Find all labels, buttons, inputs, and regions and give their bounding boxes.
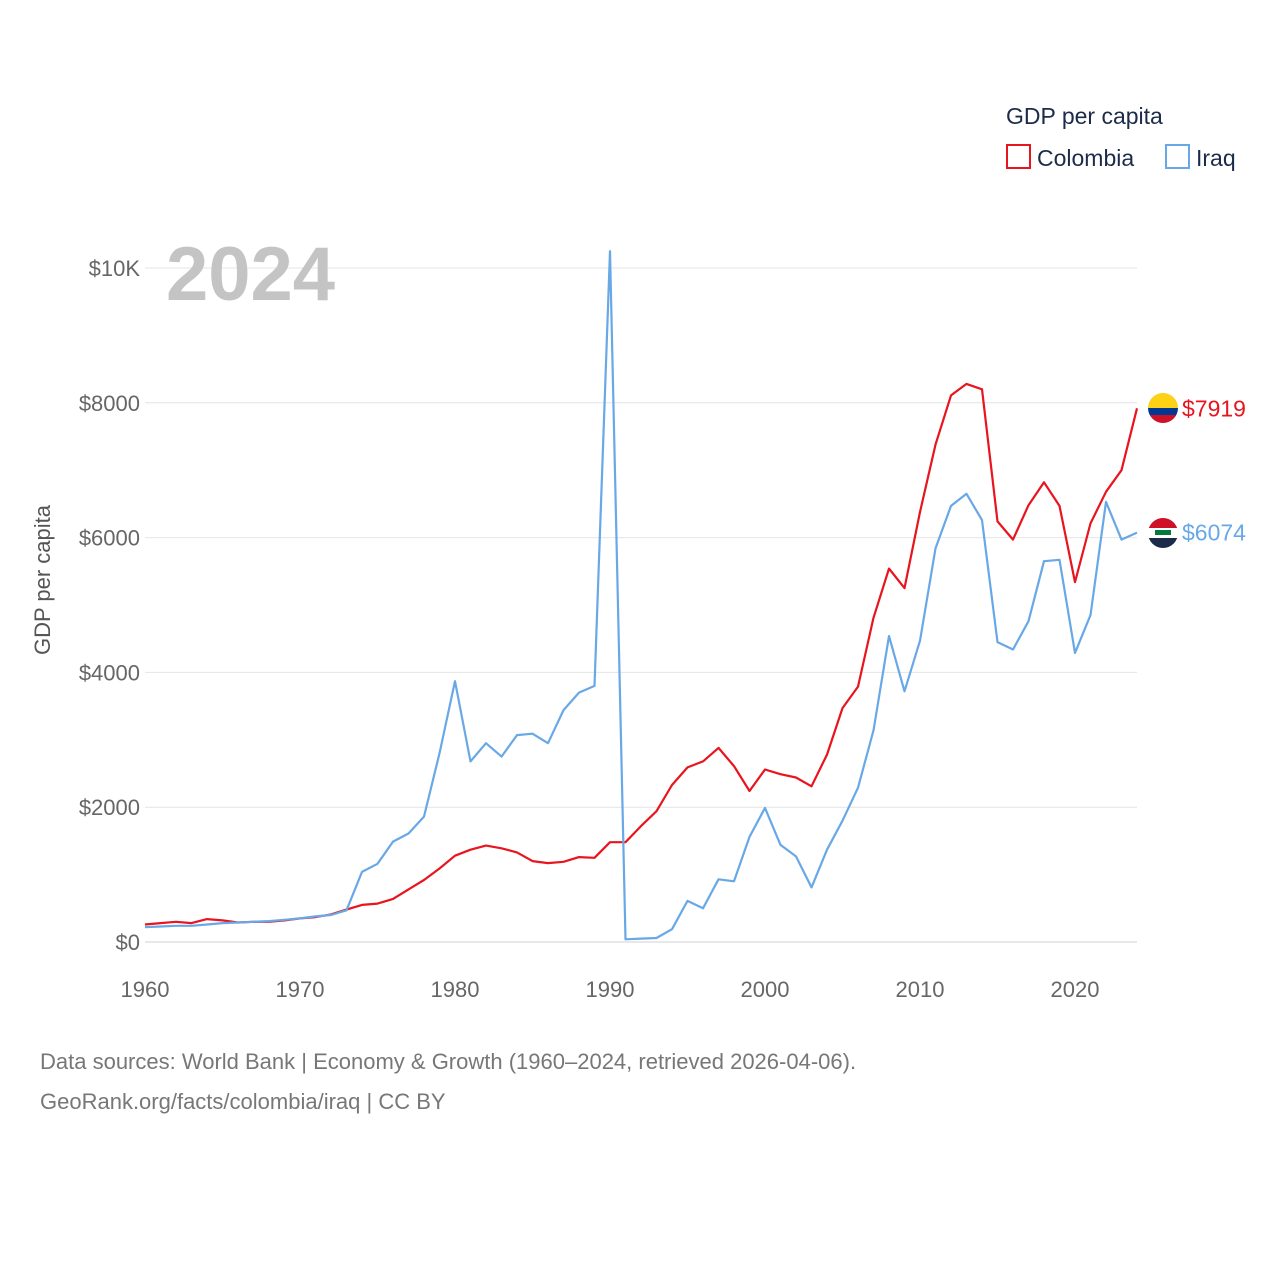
x-tick-label: 2010 [896, 977, 945, 1002]
x-tick-label: 1990 [586, 977, 635, 1002]
footer: Data sources: World Bank | Economy & Gro… [40, 1042, 856, 1122]
y-tick-label: $4000 [79, 660, 140, 685]
end-label-colombia: $7919 [1182, 395, 1246, 421]
x-tick-label: 2020 [1051, 977, 1100, 1002]
series-lines [144, 250, 1139, 941]
colombia-flag-icon [1148, 393, 1178, 423]
footer-credit: GeoRank.org/facts/colombia/iraq | CC BY [40, 1089, 446, 1114]
legend-label-iraq: Iraq [1196, 145, 1236, 171]
series-line-colombia [144, 382, 1139, 926]
legend-swatch-iraq [1165, 144, 1190, 169]
gridlines [145, 267, 1137, 943]
iraq-flag-icon [1148, 518, 1178, 548]
end-labels: $7919 $6074 [1182, 395, 1246, 545]
x-tick-labels: 1960 1970 1980 1990 2000 2010 2020 [121, 977, 1100, 1002]
year-label: 2024 [166, 232, 335, 317]
legend-title: GDP per capita [1006, 103, 1163, 129]
y-axis-label: GDP per capita [30, 504, 55, 655]
legend-label-colombia: Colombia [1037, 145, 1134, 171]
x-tick-label: 2000 [741, 977, 790, 1002]
legend: GDP per capita Colombia Iraq [1006, 103, 1236, 171]
end-label-iraq: $6074 [1182, 520, 1246, 546]
y-tick-label: $8000 [79, 391, 140, 416]
footer-sources: Data sources: World Bank | Economy & Gro… [40, 1049, 857, 1074]
y-tick-label: $2000 [79, 795, 140, 820]
x-tick-label: 1970 [276, 977, 325, 1002]
y-tick-label: $6000 [79, 526, 140, 551]
y-tick-label: $0 [116, 930, 140, 955]
y-tick-labels: $0 $2000 $4000 $6000 $8000 $10K [79, 256, 141, 955]
y-tick-label: $10K [89, 256, 141, 281]
x-tick-label: 1980 [431, 977, 480, 1002]
legend-swatch-colombia [1006, 144, 1031, 169]
series-line-iraq [144, 250, 1138, 941]
x-tick-label: 1960 [121, 977, 170, 1002]
